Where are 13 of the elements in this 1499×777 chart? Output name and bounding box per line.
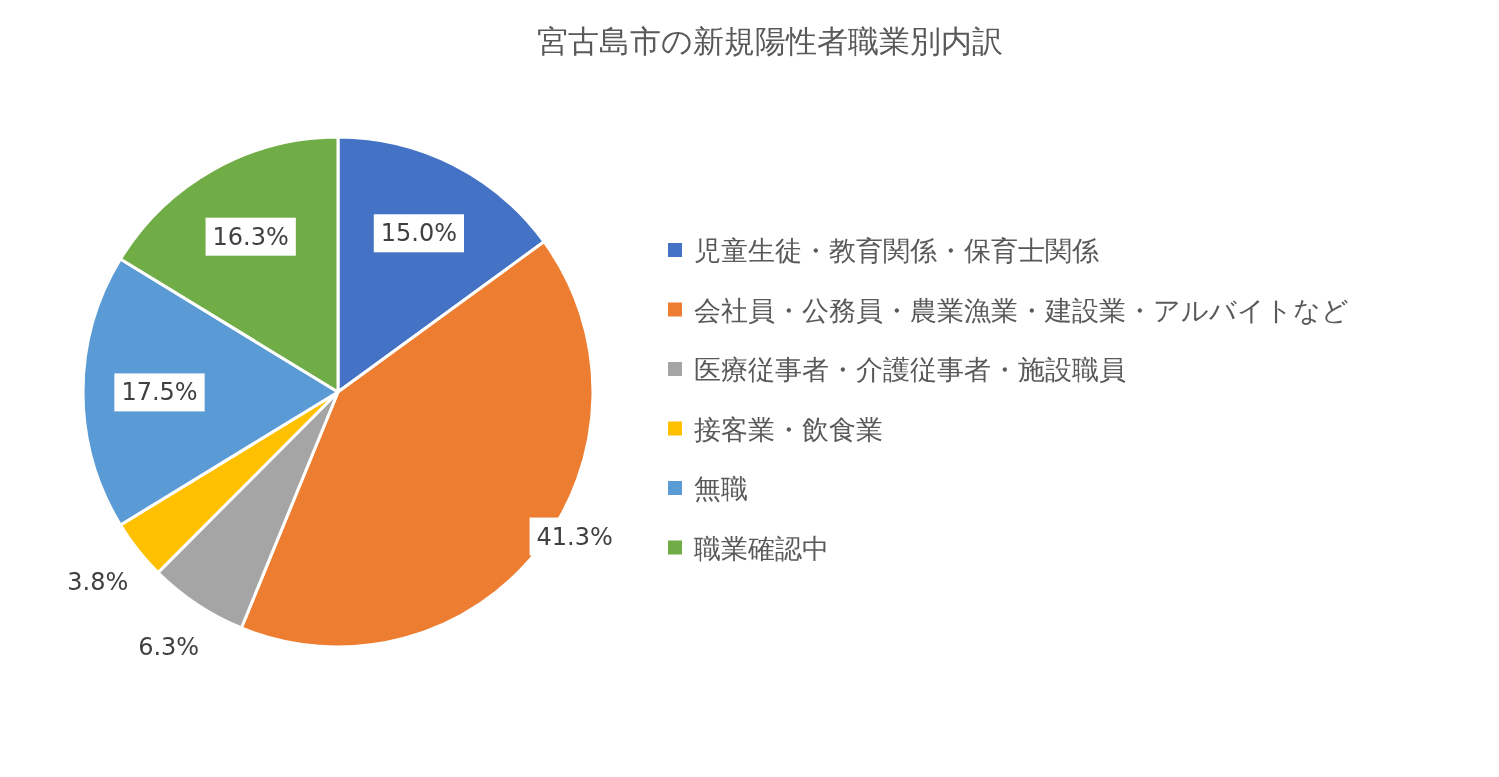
data-label: 3.8% bbox=[67, 567, 129, 596]
data-label: 6.3% bbox=[138, 633, 200, 662]
legend-label: 会社員・公務員・農業漁業・建設業・アルバイトなど bbox=[694, 294, 1349, 326]
data-label: 16.3% bbox=[212, 222, 289, 251]
legend-label: 接客業・飲食業 bbox=[694, 413, 883, 445]
data-label: 41.3% bbox=[536, 522, 613, 551]
data-label: 15.0% bbox=[380, 219, 458, 248]
legend-label: 医療従事者・介護従事者・施設職員 bbox=[694, 354, 1126, 385]
data-label: 17.5% bbox=[121, 378, 198, 407]
legend-label: 無職 bbox=[694, 473, 748, 504]
legend-label: 職業確認中 bbox=[694, 532, 829, 564]
chart-title: 宮古島市の新規陽性者職業別内訳 bbox=[537, 23, 1003, 59]
legend-label: 児童生徒・教育関係・保育士関係 bbox=[694, 235, 1099, 266]
